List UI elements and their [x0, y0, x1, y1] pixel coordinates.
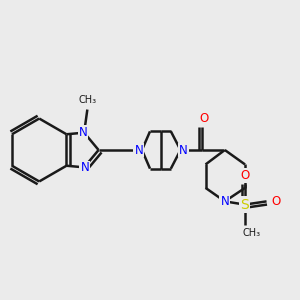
- Text: O: O: [199, 112, 208, 125]
- Text: N: N: [179, 143, 188, 157]
- Text: N: N: [80, 161, 89, 175]
- Text: CH₃: CH₃: [242, 229, 260, 238]
- Text: O: O: [271, 195, 280, 208]
- Text: CH₃: CH₃: [78, 95, 96, 105]
- Text: N: N: [134, 143, 143, 157]
- Text: O: O: [240, 169, 249, 182]
- Text: S: S: [240, 198, 249, 212]
- Text: N: N: [79, 125, 87, 139]
- Text: N: N: [220, 195, 229, 208]
